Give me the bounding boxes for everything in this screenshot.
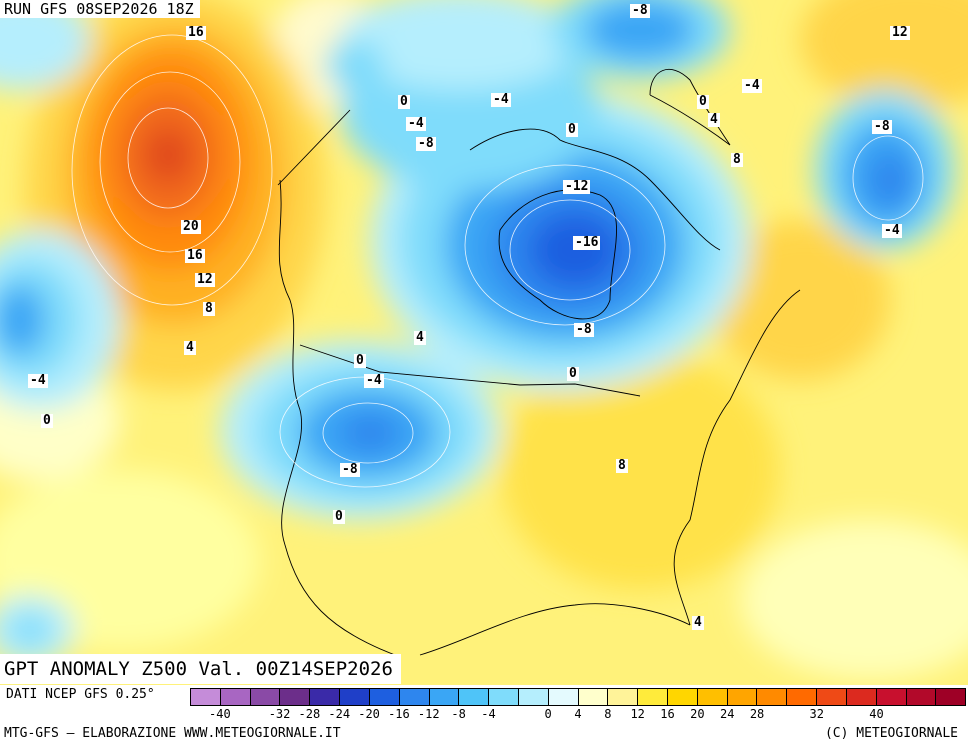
scale-swatch xyxy=(668,689,698,705)
contour-label: -4 xyxy=(491,92,511,107)
contour-label: 20 xyxy=(181,219,201,234)
contour-label: 0 xyxy=(697,94,709,109)
contour-label: 0 xyxy=(333,509,345,524)
scale-ticks: -40 -32 -28 -24 -20 -16 -12 -8 -4 0 4 8 12 16 20 24 28 32… xyxy=(190,707,966,723)
scale-tick-label: -8 xyxy=(451,707,466,721)
contour-label: -4 xyxy=(406,116,426,131)
contour-label: -4 xyxy=(742,78,762,93)
contour-label: -8 xyxy=(872,119,892,134)
scale-swatch xyxy=(608,689,639,705)
scale-swatch xyxy=(220,689,251,705)
contour-label: 8 xyxy=(203,301,215,316)
scale-tick-label: 20 xyxy=(690,707,705,721)
contour-label: -4 xyxy=(28,373,48,388)
scale-swatch xyxy=(310,689,341,705)
color-scale xyxy=(190,688,966,706)
contour-label: 0 xyxy=(398,94,410,109)
scale-swatch xyxy=(578,689,609,705)
contour-label: 0 xyxy=(567,366,579,381)
data-source: DATI NCEP GFS 0.25° xyxy=(6,687,155,702)
contour-label: 4 xyxy=(708,112,720,127)
scale-swatch xyxy=(280,689,311,705)
scale-tick-label: 8 xyxy=(604,707,612,721)
scale-tick-label: -16 xyxy=(388,707,410,721)
contour-label: -12 xyxy=(563,179,591,194)
contour-label: -16 xyxy=(573,235,601,250)
contour-label: -8 xyxy=(340,462,360,477)
contour-label: 12 xyxy=(195,272,215,287)
scale-swatch xyxy=(817,689,847,705)
scale-swatch xyxy=(459,689,490,705)
contour-label: 4 xyxy=(692,615,704,630)
scale-tick-label: -32 xyxy=(268,707,291,721)
anomaly-map xyxy=(0,0,968,685)
scale-tick-label: -4 xyxy=(481,707,496,721)
contour-label: 4 xyxy=(184,340,196,355)
contour-label: 0 xyxy=(41,413,53,428)
scale-tick-label: 12 xyxy=(630,707,645,721)
scale-swatch xyxy=(697,689,728,705)
contour-label: -4 xyxy=(882,223,902,238)
scale-swatch xyxy=(906,689,937,705)
contour-label: 12 xyxy=(890,25,910,40)
contour-label: -8 xyxy=(574,322,594,337)
scale-swatch xyxy=(727,689,758,705)
scale-swatch xyxy=(846,689,877,705)
scale-swatch xyxy=(399,689,430,705)
scale-swatch xyxy=(548,689,579,705)
scale-swatch xyxy=(429,689,460,705)
scale-swatch xyxy=(638,689,668,705)
contour-label: -4 xyxy=(364,373,384,388)
scale-swatch xyxy=(489,689,519,705)
credit-right: (C) METEOGIORNALE xyxy=(824,726,958,741)
contour-label: 8 xyxy=(616,458,628,473)
scale-tick-label: 4 xyxy=(574,707,582,721)
map-title: GPT ANOMALY Z500 Val. 00Z14SEP2026 xyxy=(0,654,401,684)
contour-label: -8 xyxy=(416,136,436,151)
contour-label: -8 xyxy=(630,3,650,18)
scale-tick-label: 16 xyxy=(660,707,675,721)
scale-tick-label: -40 xyxy=(209,707,231,721)
scale-swatch xyxy=(340,689,370,705)
scale-swatch xyxy=(787,689,818,705)
contour-label: 0 xyxy=(566,122,578,137)
contour-label: 0 xyxy=(354,353,366,368)
scale-swatch xyxy=(876,689,907,705)
scale-tick-label: -28 xyxy=(298,707,321,721)
scale-tick-label: 0 xyxy=(544,707,552,721)
contour-label: 16 xyxy=(185,248,205,263)
scale-swatch xyxy=(369,689,400,705)
scale-tick-label: -24 xyxy=(328,707,351,721)
scale-tick-label: 24 xyxy=(719,707,735,721)
contour-label: 4 xyxy=(414,330,426,345)
scale-tick-label: -12 xyxy=(417,707,440,721)
scale-swatch xyxy=(936,689,966,705)
scale-swatch xyxy=(518,689,549,705)
scale-swatch xyxy=(757,689,788,705)
scale-tick-label: 40 xyxy=(869,707,884,721)
scale-tick-label: 32 xyxy=(809,707,824,721)
scale-swatch xyxy=(250,689,281,705)
scale-tick-label: 28 xyxy=(749,707,765,721)
scale-swatch xyxy=(191,689,221,705)
scale-tick-label: -20 xyxy=(358,707,380,721)
run-header: RUN GFS 08SEP2026 18Z xyxy=(0,0,200,18)
contour-label: 8 xyxy=(731,152,743,167)
credit-left: MTG-GFS — ELABORAZIONE WWW.METEOGIORNALE… xyxy=(4,726,341,741)
contour-label: 16 xyxy=(186,25,206,40)
